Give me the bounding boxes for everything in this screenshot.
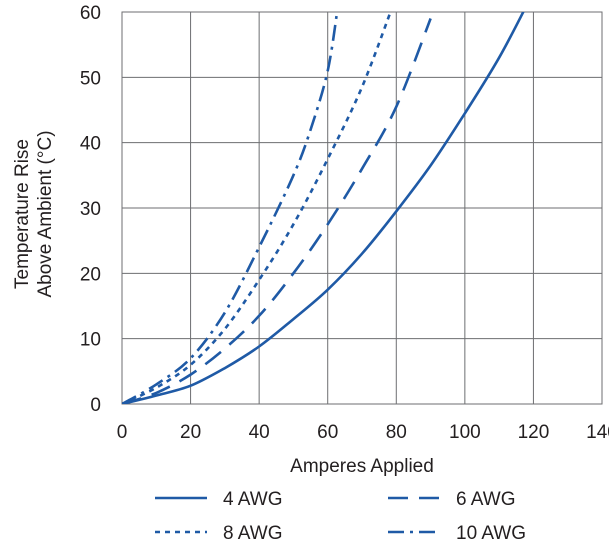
y-tick-label: 50 (80, 68, 101, 89)
legend-item-4-awg: 4 AWG (155, 489, 282, 510)
x-tick-label: 0 (117, 422, 128, 443)
y-axis-label: Temperature Rise Above Ambient (°C) (12, 130, 56, 297)
y-tick-label: 20 (80, 264, 101, 285)
x-tick-label: 120 (518, 422, 550, 443)
legend-item-6-awg: 6 AWG (388, 489, 515, 510)
x-tick-label: 40 (249, 422, 270, 443)
legend-label: 8 AWG (223, 523, 282, 544)
x-tick-label: 140 (586, 422, 609, 443)
y-tick-label: 10 (80, 330, 101, 351)
y-tick-label: 60 (80, 3, 101, 24)
series-line-4-awg (122, 12, 525, 404)
grid-lines (121, 11, 603, 405)
y-axis-label-line: Temperature Rise (12, 139, 33, 289)
y-axis-label-line: Above Ambient (°C) (35, 130, 56, 297)
series-line-8-awg (122, 12, 392, 404)
x-tick-label: 60 (317, 422, 338, 443)
series-line-10-awg (122, 12, 339, 404)
legend-item-8-awg: 8 AWG (155, 523, 282, 544)
legend-label: 10 AWG (456, 523, 526, 544)
y-tick-label: 30 (80, 199, 101, 220)
legend-label: 6 AWG (456, 489, 515, 510)
x-tick-label: 100 (449, 422, 481, 443)
legend: 4 AWG 6 AWG 8 AWG 10 AWG (155, 489, 526, 544)
legend-item-10-awg: 10 AWG (388, 523, 526, 544)
x-tick-label: 80 (386, 422, 407, 443)
x-tick-label: 20 (180, 422, 201, 443)
plot-frame (121, 11, 603, 405)
data-series (122, 12, 525, 404)
y-tick-label: 0 (90, 395, 101, 416)
legend-label: 4 AWG (223, 489, 282, 510)
axes: 0 20 40 60 80 100 120 140 0 10 20 30 40 50 60 Amperes A… (12, 3, 609, 477)
x-axis-label: Amperes Applied (290, 456, 434, 477)
y-tick-label: 40 (80, 134, 101, 155)
